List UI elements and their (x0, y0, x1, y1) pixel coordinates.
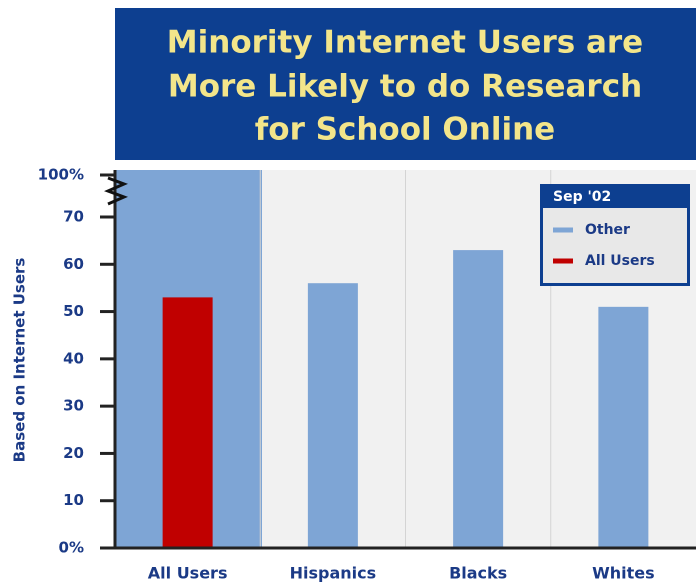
title-box (115, 8, 696, 160)
y-tick-label: 10 (63, 491, 84, 509)
bar (453, 250, 504, 548)
x-tick-label: Whites (592, 564, 655, 583)
chart-title: for School Online (255, 112, 555, 148)
y-tick-label: 50 (63, 302, 84, 320)
y-tick-label: 60 (63, 255, 84, 273)
bar (162, 297, 213, 548)
axis-break (104, 176, 128, 206)
legend-label: All Users (585, 253, 655, 269)
y-tick-label: 30 (63, 397, 84, 415)
x-tick-label: All Users (148, 564, 228, 583)
legend-title: Sep '02 (553, 189, 611, 205)
x-tick-label: Hispanics (290, 564, 377, 583)
y-tick-label: 0% (59, 539, 84, 557)
legend-label: Other (585, 222, 630, 238)
chart-title: More Likely to do Research (168, 69, 642, 105)
y-tick-label: 40 (63, 349, 84, 367)
y-axis-label: Based on Internet Users (11, 258, 29, 463)
y-tick-label: 20 (63, 444, 84, 462)
legend-body (543, 208, 687, 283)
y-tick-label: 70 (63, 208, 84, 226)
bar (307, 283, 358, 548)
chart-title: Minority Internet Users are (167, 25, 643, 61)
legend: Sep '02 (540, 184, 690, 286)
y-tick-label: 100% (38, 166, 84, 184)
x-tick-label: Blacks (449, 564, 507, 583)
bar (598, 306, 649, 548)
